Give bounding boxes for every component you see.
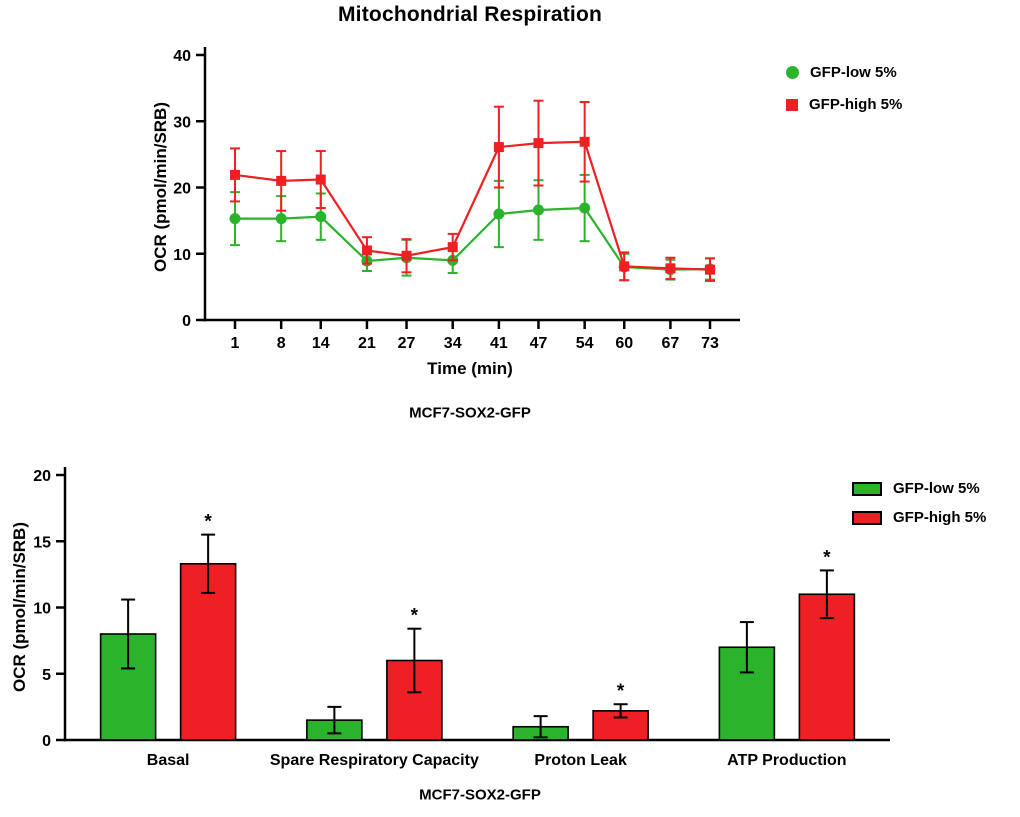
- bar-y-axis-label: OCR (pmol/min/SRB): [10, 522, 29, 692]
- data-point: [533, 138, 544, 149]
- y-tick-label: 0: [182, 313, 191, 330]
- significance-marker: *: [823, 547, 831, 568]
- legend-label: GFP-high 5%: [809, 96, 903, 113]
- bar-chart: 0 5 10 15 20 Basal * Spare Respiratory Capacity…: [33, 467, 890, 769]
- significance-marker: *: [411, 606, 419, 627]
- x-tick-label: 1: [231, 335, 240, 352]
- bar-caption: MCF7-SOX2-GFP: [419, 786, 541, 804]
- y-tick-label: 30: [173, 114, 191, 131]
- category-label: Proton Leak: [534, 752, 627, 769]
- data-point: [315, 174, 326, 185]
- data-point: [447, 242, 458, 253]
- y-tick-label: 40: [173, 48, 191, 65]
- chart-title: Mitochondrial Respiration: [337, 3, 603, 26]
- y-tick-label: 20: [173, 181, 191, 198]
- legend-item-gfp-low: GFP-low 5%: [852, 480, 986, 497]
- x-tick-label: 21: [358, 335, 376, 352]
- y-tick-label: 15: [33, 534, 51, 551]
- x-tick-label: 54: [576, 335, 594, 352]
- bar-swatch: [852, 481, 882, 496]
- significance-marker: *: [617, 681, 625, 702]
- data-point: [493, 142, 504, 153]
- y-tick-label: 10: [173, 247, 191, 264]
- y-tick-label: 5: [42, 667, 51, 684]
- x-tick-label: 47: [530, 335, 548, 352]
- x-tick-label: 27: [398, 335, 416, 352]
- legend-label: GFP-low 5%: [810, 64, 897, 81]
- data-point: [361, 245, 372, 256]
- line-chart: 0 10 20 30 40 1 8 14 21 27 34 41 47 54 60 67 73: [173, 47, 740, 352]
- data-point: [230, 169, 240, 180]
- data-point: [705, 264, 715, 275]
- y-tick-label: 10: [33, 601, 51, 618]
- series-line: [234, 140, 711, 271]
- series-line: [235, 206, 711, 271]
- legend-item-gfp-high: GFP-high 5%: [852, 509, 986, 526]
- data-point: [315, 211, 327, 223]
- x-tick-label: 8: [277, 335, 286, 352]
- x-tick-label: 34: [444, 335, 462, 352]
- legend-item-gfp-high: GFP-high 5%: [786, 96, 902, 113]
- data-point: [401, 250, 412, 261]
- data-point: [229, 213, 241, 225]
- bar-swatch: [852, 510, 882, 525]
- category-label: Spare Respiratory Capacity: [270, 752, 479, 769]
- data-point: [276, 175, 287, 186]
- bar-legend: GFP-low 5% GFP-high 5%: [852, 480, 986, 526]
- x-tick-label: 41: [490, 335, 508, 352]
- legend-label: GFP-low 5%: [893, 480, 980, 497]
- data-point: [275, 213, 287, 225]
- data-point: [579, 136, 590, 147]
- line-caption: MCF7-SOX2-GFP: [409, 404, 531, 422]
- x-tick-label: 67: [662, 335, 680, 352]
- line-legend: GFP-low 5% GFP-high 5%: [786, 64, 902, 113]
- square-marker-swatch: [786, 98, 798, 111]
- y-tick-label: 0: [42, 733, 51, 750]
- data-point: [493, 208, 505, 220]
- data-point: [665, 263, 676, 274]
- line-y-axis-label: OCR (pmol/min/SRB): [151, 102, 170, 272]
- data-point: [619, 261, 630, 272]
- line-x-axis-label: Time (min): [427, 359, 513, 378]
- significance-marker: *: [204, 512, 212, 533]
- circle-marker-swatch: [786, 66, 799, 79]
- x-tick-label: 73: [701, 335, 719, 352]
- y-tick-label: 20: [33, 468, 51, 485]
- data-point: [579, 202, 591, 214]
- series-green: [229, 173, 716, 282]
- x-tick-label: 60: [615, 335, 633, 352]
- data-point: [532, 204, 544, 216]
- series-red: [230, 99, 715, 282]
- legend-label: GFP-high 5%: [893, 509, 987, 526]
- x-tick-label: 14: [312, 335, 330, 352]
- category-label: ATP Production: [727, 752, 846, 769]
- category-label: Basal: [147, 752, 190, 769]
- legend-item-gfp-low: GFP-low 5%: [786, 64, 902, 81]
